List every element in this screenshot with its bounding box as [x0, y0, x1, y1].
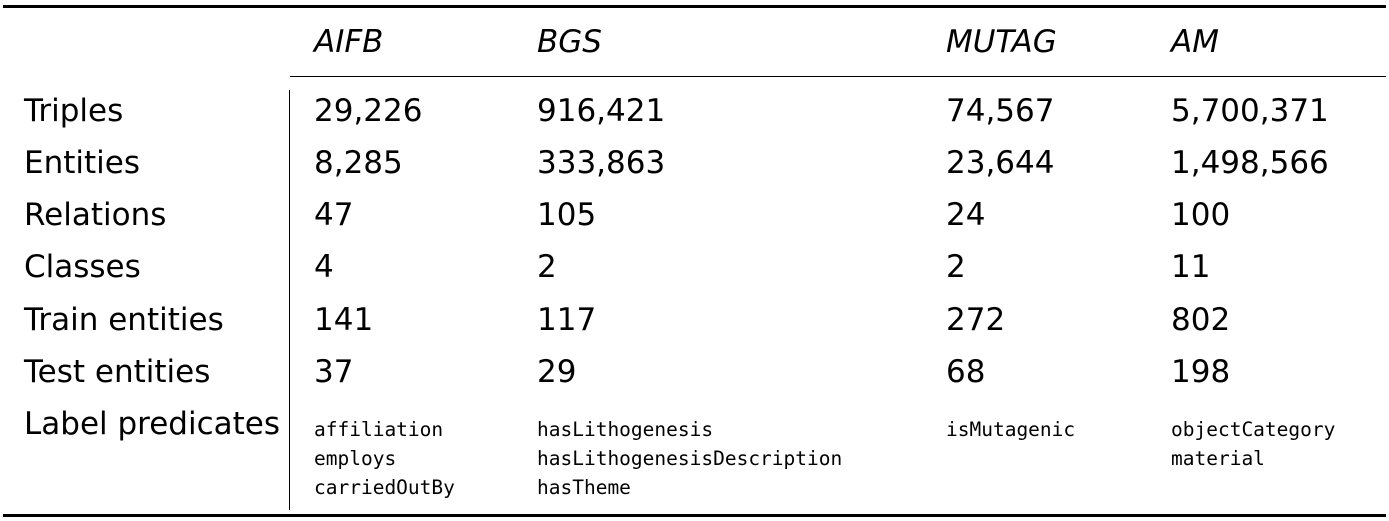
table-cell: 2 — [537, 249, 557, 285]
table-cell: 198 — [1171, 354, 1231, 390]
table-cell: 8,285 — [314, 145, 403, 181]
table-cell: 11 — [1171, 249, 1211, 285]
table-header-rule — [290, 76, 1386, 77]
table-cell: 23,644 — [946, 145, 1055, 181]
predicate-item: objectCategory — [1171, 418, 1336, 441]
table-bottom-rule — [3, 514, 1386, 517]
table-cell: 333,863 — [537, 145, 666, 181]
table-cell: 117 — [537, 302, 597, 338]
predicate-list: objectCategory material — [1171, 415, 1335, 473]
table-cell: 802 — [1171, 302, 1231, 338]
table-cell: 4 — [314, 249, 334, 285]
table-cell: 100 — [1171, 197, 1231, 233]
table-cell: 47 — [314, 197, 354, 233]
predicate-item: hasTheme — [537, 476, 631, 499]
row-label: Test entities — [24, 354, 211, 390]
table-cell: 29 — [537, 354, 577, 390]
predicate-item: employs — [314, 447, 397, 470]
table-cell: 272 — [946, 302, 1006, 338]
row-label: Relations — [24, 197, 167, 233]
row-label: Classes — [24, 249, 141, 285]
column-header: BGS — [537, 24, 602, 60]
predicate-item: hasLithogenesis — [537, 418, 714, 441]
row-label: Entities — [24, 145, 140, 181]
predicate-item: isMutagenic — [946, 418, 1076, 441]
table-cell: 37 — [314, 354, 354, 390]
row-label: Triples — [24, 93, 124, 129]
predicate-list: affiliation employs carriedOutBy — [314, 415, 455, 502]
row-label: Train entities — [24, 302, 224, 338]
table-top-rule — [3, 5, 1386, 8]
row-label: Label predicates — [24, 406, 281, 442]
table-cell: 2 — [946, 249, 966, 285]
predicate-list: isMutagenic — [946, 415, 1075, 444]
table-cell: 141 — [314, 302, 374, 338]
table-cell: 5,700,371 — [1171, 93, 1329, 129]
table-cell: 68 — [946, 354, 986, 390]
table-cell: 105 — [537, 197, 597, 233]
predicate-item: material — [1171, 447, 1265, 470]
table-cell: 24 — [946, 197, 986, 233]
table-column-separator — [289, 90, 290, 510]
column-header: MUTAG — [946, 24, 1057, 60]
predicate-item: hasLithogenesisDescription — [537, 447, 843, 470]
column-header: AIFB — [314, 24, 384, 60]
predicate-item: affiliation — [314, 418, 444, 441]
table-cell: 1,498,566 — [1171, 145, 1329, 181]
table-cell: 916,421 — [537, 93, 666, 129]
table-cell: 74,567 — [946, 93, 1055, 129]
predicate-list: hasLithogenesis hasLithogenesisDescriptio… — [537, 415, 842, 502]
table-cell: 29,226 — [314, 93, 423, 129]
predicate-item: carriedOutBy — [314, 476, 455, 499]
column-header: AM — [1171, 24, 1219, 60]
